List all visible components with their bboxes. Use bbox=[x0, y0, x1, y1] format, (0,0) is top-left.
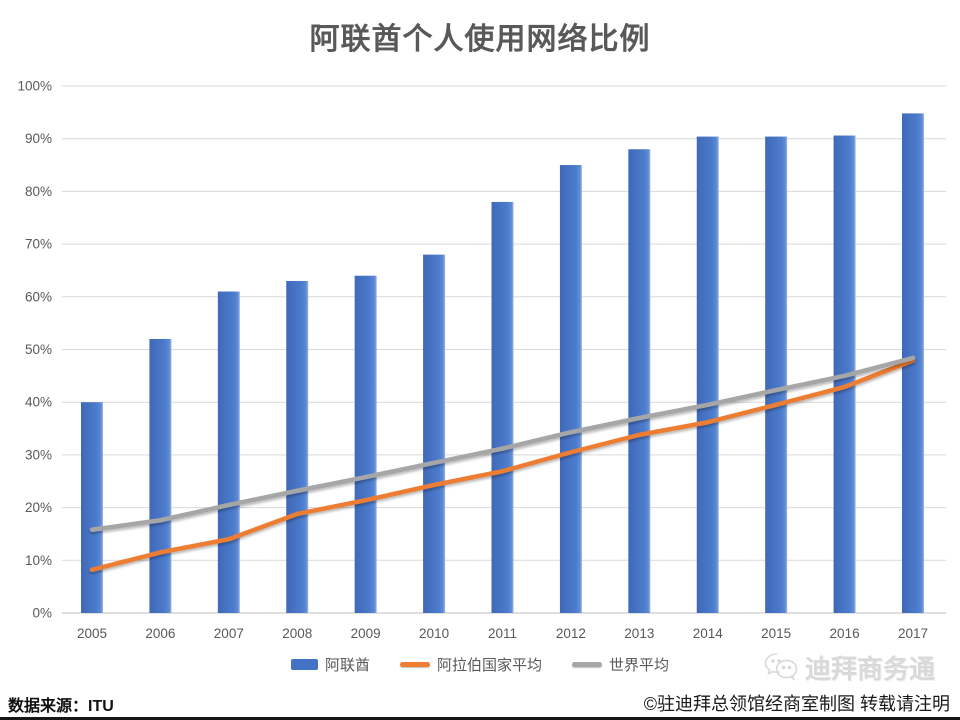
chat-bubbles-icon bbox=[763, 652, 799, 682]
bar-2012 bbox=[559, 165, 582, 614]
bar-2009 bbox=[354, 275, 377, 613]
y-tick-label: 100% bbox=[17, 79, 52, 94]
x-tick-label: 2017 bbox=[898, 626, 928, 641]
y-tick-label: 50% bbox=[25, 342, 52, 357]
x-tick-label: 2014 bbox=[693, 626, 724, 641]
x-tick-label: 2008 bbox=[282, 626, 312, 641]
bar-2008 bbox=[286, 280, 309, 613]
y-tick-label: 10% bbox=[25, 553, 52, 568]
data-source-note: 数据来源：ITU bbox=[8, 698, 114, 715]
y-tick-label: 20% bbox=[25, 500, 52, 515]
x-tick-label: 2006 bbox=[145, 626, 175, 641]
bar-2013 bbox=[628, 149, 651, 614]
x-tick-label: 2007 bbox=[214, 626, 244, 641]
x-tick-label: 2010 bbox=[419, 626, 449, 641]
x-tick-label: 2012 bbox=[556, 626, 586, 641]
bar-2014 bbox=[696, 136, 719, 614]
legend-label: 世界平均 bbox=[609, 656, 670, 674]
bottom-divider bbox=[0, 717, 960, 720]
watermark-text: 迪拜商务通 bbox=[804, 653, 935, 684]
x-tick-label: 2011 bbox=[488, 626, 517, 641]
chart-plot-area: 0% 10% 20% 30% 40% 50% 60% 70% 80% 90% 100% 2005 200… bbox=[17, 79, 946, 641]
bar-2006 bbox=[149, 338, 172, 613]
y-tick-label: 90% bbox=[25, 131, 52, 146]
x-tick-label: 2016 bbox=[830, 626, 860, 641]
y-tick-label: 70% bbox=[25, 237, 52, 252]
y-tick-label: 30% bbox=[25, 447, 52, 462]
line-series-世界平均 bbox=[89, 355, 916, 532]
legend-line-swatch bbox=[399, 661, 430, 667]
y-tick-label: 0% bbox=[32, 606, 52, 621]
chart-legend: 阿联酋 阿拉伯国家平均 世界平均 bbox=[0, 651, 960, 677]
bar-2005 bbox=[81, 402, 103, 613]
y-tick-label: 40% bbox=[25, 395, 52, 410]
x-tick-label: 2013 bbox=[624, 626, 654, 641]
legend-line-swatch bbox=[572, 661, 602, 667]
y-tick-label: 80% bbox=[25, 184, 52, 199]
legend-bar-swatch bbox=[290, 658, 318, 670]
legend-label: 阿联酋 bbox=[324, 656, 370, 674]
bar-2015 bbox=[765, 136, 788, 614]
legend-item-2: 世界平均 bbox=[572, 654, 669, 675]
legend-item-0: 阿联酋 bbox=[290, 654, 370, 675]
legend-label: 阿拉伯国家平均 bbox=[436, 656, 542, 674]
watermark: 迪拜商务通 bbox=[763, 650, 935, 684]
credit-note: ©驻迪拜总领馆经商室制图 转载请注明 bbox=[643, 694, 950, 714]
bar-2017 bbox=[902, 113, 924, 614]
line-series-阿拉伯国家平均 bbox=[89, 358, 916, 573]
bar-2010 bbox=[423, 254, 446, 613]
x-tick-label: 2009 bbox=[351, 626, 381, 641]
bar-2011 bbox=[491, 201, 514, 613]
chart-title: 阿联酋个人使用网络比例 bbox=[309, 23, 651, 56]
bar-2007 bbox=[217, 291, 240, 613]
x-tick-label: 2005 bbox=[77, 626, 107, 641]
legend-item-1: 阿拉伯国家平均 bbox=[399, 654, 542, 675]
x-tick-label: 2015 bbox=[761, 626, 791, 641]
y-tick-label: 60% bbox=[25, 289, 52, 304]
